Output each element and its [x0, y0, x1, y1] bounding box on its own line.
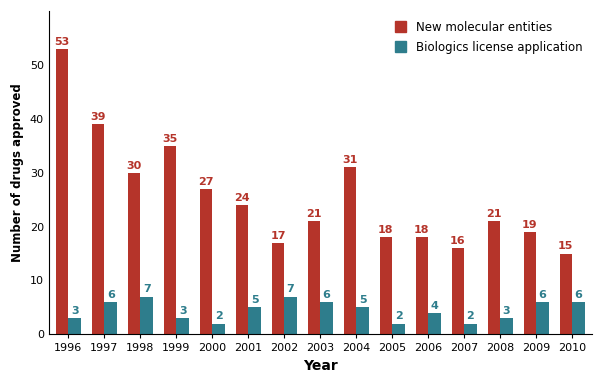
Text: 3: 3 — [503, 306, 510, 316]
Text: 39: 39 — [90, 112, 106, 122]
Text: 6: 6 — [538, 290, 546, 300]
Text: 19: 19 — [522, 220, 538, 230]
Legend: New molecular entities, Biologics license application: New molecular entities, Biologics licens… — [391, 17, 586, 57]
Bar — [500, 318, 513, 334]
Bar — [452, 248, 464, 334]
Bar — [236, 205, 248, 334]
X-axis label: Year: Year — [303, 359, 338, 373]
Bar — [272, 243, 284, 334]
Bar — [560, 253, 572, 334]
Bar — [248, 307, 261, 334]
Text: 21: 21 — [306, 209, 322, 219]
Bar — [415, 237, 428, 334]
Bar — [92, 124, 104, 334]
Text: 35: 35 — [162, 134, 178, 144]
Bar — [488, 221, 500, 334]
Bar — [164, 146, 176, 334]
Bar — [356, 307, 369, 334]
Text: 16: 16 — [450, 236, 466, 246]
Bar — [344, 167, 356, 334]
Text: 5: 5 — [251, 295, 259, 305]
Bar — [392, 324, 405, 334]
Bar — [572, 302, 585, 334]
Text: 7: 7 — [286, 285, 294, 295]
Text: 18: 18 — [378, 225, 394, 235]
Text: 6: 6 — [107, 290, 115, 300]
Text: 6: 6 — [575, 290, 582, 300]
Text: 18: 18 — [414, 225, 430, 235]
Bar — [56, 49, 68, 334]
Text: 7: 7 — [143, 285, 151, 295]
Text: 53: 53 — [54, 36, 70, 47]
Text: 3: 3 — [71, 306, 78, 316]
Text: 21: 21 — [486, 209, 502, 219]
Text: 5: 5 — [359, 295, 367, 305]
Text: 3: 3 — [179, 306, 186, 316]
Bar — [464, 324, 477, 334]
Bar — [536, 302, 549, 334]
Text: 30: 30 — [127, 161, 142, 170]
Bar — [320, 302, 333, 334]
Bar — [140, 296, 153, 334]
Bar — [128, 173, 140, 334]
Bar — [308, 221, 320, 334]
Text: 15: 15 — [558, 242, 573, 252]
Bar — [104, 302, 117, 334]
Text: 6: 6 — [323, 290, 330, 300]
Bar — [212, 324, 225, 334]
Bar — [523, 232, 536, 334]
Text: 4: 4 — [431, 301, 438, 311]
Bar — [428, 313, 441, 334]
Bar — [68, 318, 81, 334]
Bar — [284, 296, 297, 334]
Y-axis label: Number of drugs approved: Number of drugs approved — [11, 83, 24, 262]
Bar — [200, 189, 212, 334]
Bar — [176, 318, 189, 334]
Text: 31: 31 — [343, 155, 358, 165]
Text: 27: 27 — [198, 177, 214, 187]
Text: 2: 2 — [215, 311, 223, 321]
Text: 2: 2 — [394, 311, 402, 321]
Text: 2: 2 — [467, 311, 475, 321]
Text: 17: 17 — [270, 230, 286, 241]
Text: 24: 24 — [234, 193, 250, 203]
Bar — [380, 237, 392, 334]
